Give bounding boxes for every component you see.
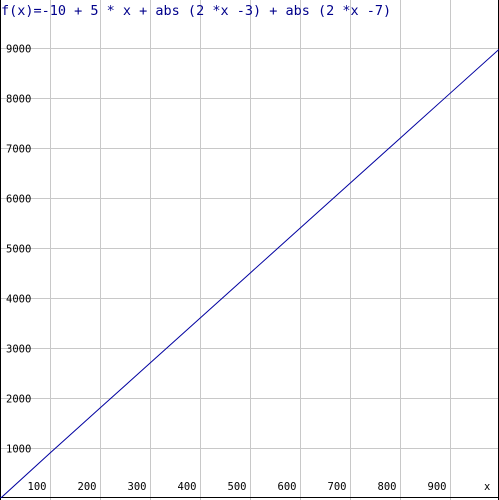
x-tick-label: 600 bbox=[278, 481, 297, 493]
y-tick-label: 3000 bbox=[6, 344, 31, 356]
x-tick-label: 100 bbox=[28, 481, 47, 493]
x-tick-label: 200 bbox=[78, 481, 97, 493]
y-tick-label: 7000 bbox=[6, 144, 31, 156]
y-tick-label: 4000 bbox=[6, 294, 31, 306]
x-tick-label: 300 bbox=[128, 481, 147, 493]
series-line bbox=[0, 48, 499, 499]
y-tick-label: 2000 bbox=[6, 394, 31, 406]
x-axis-label: x bbox=[484, 481, 490, 493]
x-tick-label: 400 bbox=[178, 481, 197, 493]
x-tick-label: 900 bbox=[428, 481, 447, 493]
y-tick-label: 9000 bbox=[6, 44, 31, 56]
y-tick-label: 5000 bbox=[6, 244, 31, 256]
y-tick-label: 6000 bbox=[6, 194, 31, 206]
tick-labels: 100 200 300 400 500 600 700 800 900 1000 2000 3000 4… bbox=[6, 44, 447, 494]
y-tick-label: 8000 bbox=[6, 94, 31, 106]
x-tick-label: 700 bbox=[328, 481, 347, 493]
series-layer bbox=[0, 48, 499, 499]
chart-title: f(x)=-10 + 5 * x + abs (2 *x -3) + abs (… bbox=[1, 3, 391, 19]
x-tick-label: 500 bbox=[228, 481, 247, 493]
x-tick-label: 800 bbox=[378, 481, 397, 493]
y-tick-label: 1000 bbox=[6, 444, 31, 456]
